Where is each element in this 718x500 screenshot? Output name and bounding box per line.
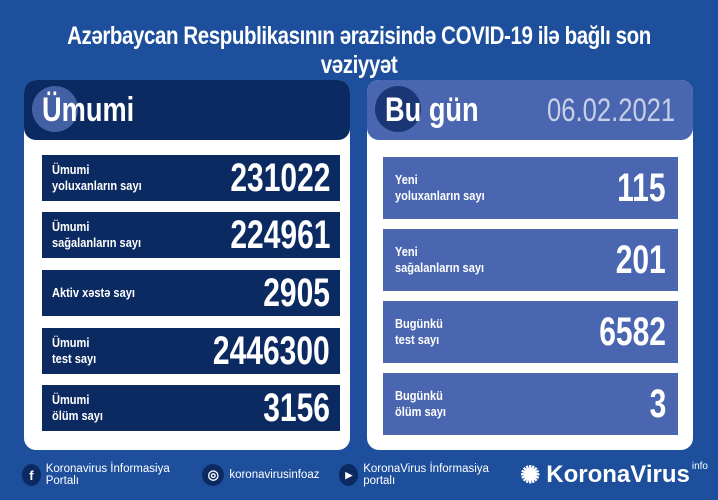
stat-label: Bugünkü [395, 316, 443, 331]
page-title: Azərbaycan Respublikasının ərazisində CO… [67, 22, 651, 79]
stat-label: Aktiv xəstə sayı [52, 285, 135, 300]
total-panel: Ümumi Ümumi yoluxanların sayı 231022 Ümumi… [24, 80, 350, 450]
brand-name: KoronaVirus [546, 460, 690, 488]
stat-label: Yeni [395, 244, 418, 259]
youtube-icon: ▶ [339, 464, 359, 486]
stat-row: Yeni yoluxanların sayı 115 [383, 157, 678, 219]
stat-value: 2905 [263, 270, 330, 315]
stat-label: test sayı [52, 351, 97, 366]
stat-value: 224961 [229, 212, 330, 257]
total-heading: Ümumi [42, 90, 135, 129]
youtube-link[interactable]: ▶ KoronaVirus İnformasiya portalı [339, 463, 500, 487]
stat-value: 201 [615, 237, 666, 282]
footer: f Koronavirus İnformasiya Portalı ◎ korona… [22, 460, 708, 490]
stat-label: Ümumi [52, 219, 90, 234]
today-heading: Bu gün [385, 90, 479, 129]
virus-icon [375, 86, 421, 132]
stat-row: Aktiv xəstə sayı 2905 [42, 270, 340, 316]
facebook-icon: f [22, 464, 41, 486]
today-panel: Bu gün 06.02.2021 Yeni yoluxanların sayı 1… [367, 80, 693, 450]
stat-value: 231022 [229, 155, 330, 200]
brand-logo: ✺ KoronaVirus info [520, 461, 708, 490]
stat-value: 2446300 [213, 328, 330, 373]
date: 06.02.2021 [546, 91, 675, 128]
stat-value: 6582 [599, 309, 666, 354]
stat-row: Ümumi ölüm sayı 3156 [42, 385, 340, 431]
stat-label: yoluxanların sayı [395, 188, 485, 203]
stat-row: Ümumi sağalanların sayı 224961 [42, 212, 340, 258]
stat-label: test sayı [395, 332, 440, 347]
virus-sun-icon: ✺ [520, 461, 541, 489]
today-header: Bu gün 06.02.2021 [367, 80, 693, 140]
stat-label: sağalanların sayı [395, 260, 485, 275]
stat-value: 3156 [263, 385, 330, 430]
instagram-icon: ◎ [202, 464, 225, 486]
stat-row: Bugünkü ölüm sayı 3 [383, 373, 678, 435]
stat-label: yoluxanların sayı [52, 178, 142, 193]
stat-label: Ümumi [52, 335, 90, 350]
virus-icon [32, 86, 78, 132]
instagram-link[interactable]: ◎ koronavirusinfoaz [202, 464, 319, 486]
stat-row: Yeni sağalanların sayı 201 [383, 229, 678, 291]
stat-value: 115 [617, 165, 666, 210]
brand-sup: info [691, 460, 708, 472]
stat-row: Ümumi test sayı 2446300 [42, 328, 340, 374]
total-header: Ümumi [24, 80, 350, 140]
stat-label: Bugünkü [395, 388, 443, 403]
youtube-label: KoronaVirus İnformasiya portalı [363, 463, 489, 487]
stat-row: Bugünkü test sayı 6582 [383, 301, 678, 363]
facebook-label: Koronavirus İnformasiya Portalı [45, 463, 170, 487]
stat-label: Ümumi [52, 392, 90, 407]
stat-label: ölüm sayı [52, 408, 103, 423]
facebook-link[interactable]: f Koronavirus İnformasiya Portalı [22, 463, 182, 487]
stat-row: Ümumi yoluxanların sayı 231022 [42, 155, 340, 201]
stat-label: Yeni [395, 172, 418, 187]
stat-value: 3 [649, 381, 666, 426]
stat-label: Ümumi [52, 162, 90, 177]
stat-label: ölüm sayı [395, 404, 446, 419]
stat-label: sağalanların sayı [52, 235, 142, 250]
instagram-label: koronavirusinfoaz [229, 469, 320, 481]
